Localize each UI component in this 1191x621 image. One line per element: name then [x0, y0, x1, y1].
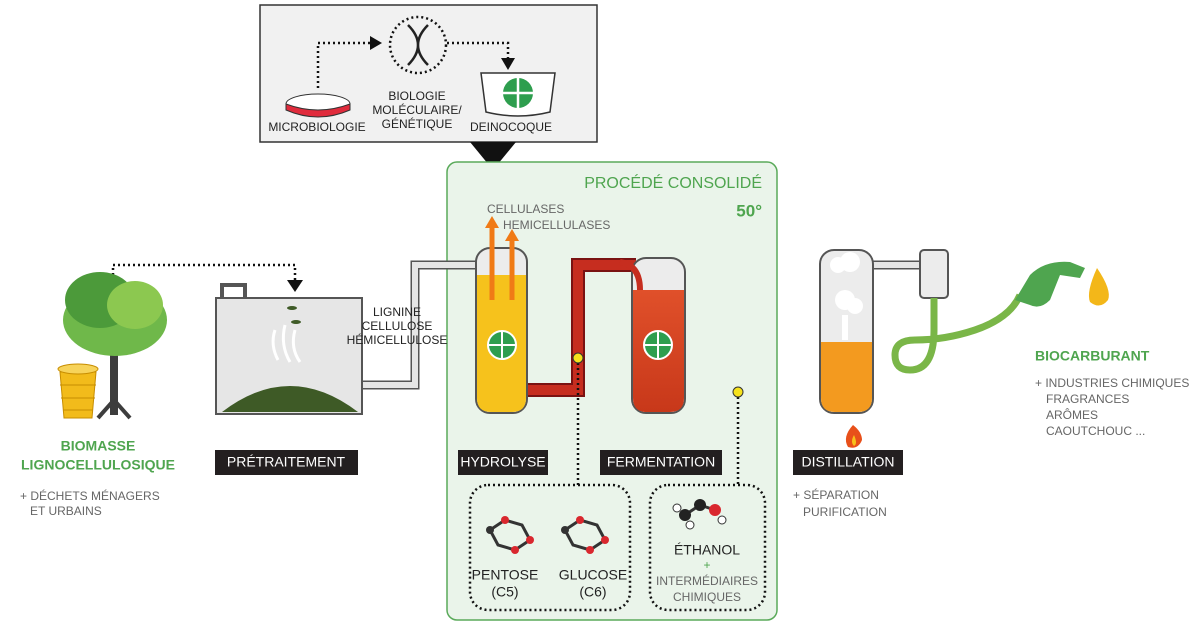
biomass-note: + DÉCHETS MÉNAGERS: [20, 488, 160, 503]
stage-label: PRÉTRAITEMENT: [227, 454, 346, 470]
step-label: GÉNÉTIQUE: [382, 116, 453, 131]
ethanol-plus: +: [703, 558, 710, 572]
distillation-column: [819, 249, 949, 448]
product-note: FRAGRANCES: [1046, 392, 1129, 406]
step-label: DEINOCOQUE: [470, 120, 552, 134]
stage-label: FERMENTATION: [607, 454, 715, 470]
fuel-nozzle: [891, 261, 1109, 374]
pretreatment-output: HÉMICELLULOSE: [347, 332, 448, 347]
ethanol-box: [648, 483, 767, 612]
stage-box: [215, 450, 358, 475]
enzyme-label: HEMICELLULASES: [503, 218, 610, 232]
pretreatment-output: LIGNINE: [373, 305, 421, 319]
step-label: MOLÉCULAIRE/: [372, 102, 462, 117]
biomass-icon: [57, 263, 303, 420]
stage-label: DISTILLATION: [801, 454, 894, 470]
product-note: CAOUTCHOUC ...: [1046, 424, 1145, 438]
stage-box: [793, 450, 903, 475]
enzyme-label: CELLULASES: [487, 202, 564, 216]
distillation-note: PURIFICATION: [803, 505, 887, 519]
hydrolysis-column: [475, 216, 528, 414]
product-title: BIOCARBURANT: [1035, 348, 1150, 364]
biomass-title: LIGNOCELLULOSIQUE: [21, 457, 175, 473]
sugar-name: PENTOSE: [472, 567, 539, 583]
process-title: PROCÉDÉ CONSOLIDÉ: [584, 173, 762, 192]
sugar-formula: (C6): [579, 584, 606, 600]
ethanol-note: INTERMÉDIAIRES: [656, 573, 758, 588]
sugar-name: GLUCOSE: [559, 567, 627, 583]
fermentation-column: [619, 257, 686, 414]
ethanol-name: ÉTHANOL: [674, 542, 740, 558]
pretreatment-output: CELLULOSE: [362, 319, 433, 333]
product-note: ARÔMES: [1046, 407, 1098, 422]
stage-box: [600, 450, 722, 475]
stage-label: HYDROLYSE: [460, 454, 545, 470]
biomass-title: BIOMASSE: [61, 438, 136, 454]
ethanol-note: CHIMIQUES: [673, 590, 741, 604]
sugar-box: [468, 483, 632, 612]
product-note: + INDUSTRIES CHIMIQUES: [1035, 376, 1189, 390]
step-label: MICROBIOLOGIE: [268, 120, 365, 134]
sugar-formula: (C5): [491, 584, 518, 600]
biomass-note: ET URBAINS: [30, 504, 102, 518]
stage-box: [458, 450, 548, 475]
process-temperature: 50°: [736, 201, 762, 220]
pretreatment-tank: [215, 260, 480, 415]
research-panel: MICROBIOLOGIE BIOLOGIE MOLÉCULAIRE/ GÉNÉ…: [259, 4, 598, 170]
atoms: [486, 499, 727, 554]
step-label: BIOLOGIE: [388, 89, 445, 103]
distillation-note: + SÉPARATION: [793, 487, 879, 502]
